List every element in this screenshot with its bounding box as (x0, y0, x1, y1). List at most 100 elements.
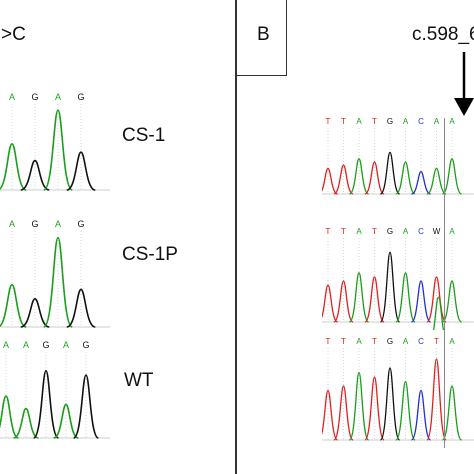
base-call-letter: A (9, 219, 15, 229)
base-call-letter: A (55, 219, 61, 229)
trace-label-wt: WT (124, 370, 154, 391)
base-call-letter: A (356, 337, 362, 346)
peak-T (322, 389, 339, 441)
base-call-letter: G (82, 340, 89, 350)
peak-G (72, 374, 100, 439)
trace-label-cs-1p: CS-1P (122, 244, 178, 265)
peak-C (410, 280, 432, 323)
base-call-letter: G (77, 92, 84, 102)
mutation-arrow (454, 52, 474, 116)
peak-A (0, 142, 27, 191)
peak-T (333, 164, 354, 195)
peak-A (53, 403, 79, 439)
peak-T (364, 161, 385, 195)
panel-a-frame (0, 0, 236, 474)
peak-A (441, 385, 463, 441)
base-call-letter: G (77, 219, 84, 229)
alignment-line (444, 118, 445, 448)
panel-b-frame (236, 0, 474, 474)
peak-A (42, 109, 74, 191)
peak-A (13, 407, 39, 439)
base-call-letter: G (31, 219, 38, 229)
base-call-letter: T (372, 227, 377, 236)
panel-a-title: >C (1, 24, 26, 45)
peak-A (426, 167, 447, 195)
peak-T (333, 385, 354, 441)
peak-G (20, 159, 50, 191)
base-call-letter: A (403, 337, 409, 346)
panel-b-letter-box (236, 0, 287, 76)
base-call-letter: T (341, 117, 346, 126)
peak-A (395, 161, 416, 195)
base-call-letter: G (387, 117, 393, 126)
base-call-letter: A (356, 227, 362, 236)
base-call-letter: A (449, 337, 455, 346)
base-call-letter: T (434, 337, 439, 346)
base-call-letter: T (341, 227, 346, 236)
peak-C (410, 389, 432, 441)
trace-label-cs-1: CS-1 (122, 125, 166, 146)
base-call-letter: T (326, 227, 331, 236)
base-call-letter: A (449, 227, 455, 236)
base-call-letter: C (418, 117, 424, 126)
peak-A (348, 272, 370, 323)
base-call-letter: C (418, 227, 424, 236)
peak-G (379, 251, 401, 323)
peak-G (379, 151, 401, 195)
peak-T (364, 376, 385, 441)
mutation-label: c.598_6 (412, 24, 474, 45)
base-call-letter: T (326, 337, 331, 346)
panel-b-letter: B (257, 24, 270, 45)
base-call-letter: A (403, 117, 409, 126)
peak-G (66, 288, 96, 328)
base-call-letter: W (433, 227, 441, 236)
peak-A (0, 283, 27, 328)
base-call-letter: G (387, 337, 393, 346)
base-call-letter: A (63, 340, 69, 350)
base-call-letter: A (403, 227, 409, 236)
peak-A (441, 280, 463, 323)
base-call-letter: A (3, 340, 9, 350)
peak-G (66, 151, 96, 191)
base-call-letter: T (326, 117, 331, 126)
base-call-letter: T (341, 337, 346, 346)
peak-W (426, 276, 447, 323)
arrow-head (454, 98, 474, 116)
base-call-letter: A (449, 117, 455, 126)
peak-T (322, 284, 339, 323)
base-call-letter: A (23, 340, 29, 350)
base-call-letter: A (356, 117, 362, 126)
base-call-letter: G (31, 92, 38, 102)
peak-A (349, 158, 369, 195)
peak-T (322, 167, 338, 195)
peak-T (426, 358, 447, 441)
peak-A (395, 380, 416, 441)
base-call-letter: A (9, 92, 15, 102)
peak-G (379, 367, 401, 441)
peak-A (348, 371, 370, 441)
peak-T (333, 280, 354, 323)
peak-C (411, 170, 431, 195)
base-call-letter: T (372, 117, 377, 126)
peak-G (20, 297, 50, 328)
peak-G (32, 369, 60, 439)
peak-A (42, 236, 74, 328)
peak-A (395, 272, 416, 323)
base-call-letter: G (42, 340, 49, 350)
base-call-letter: A (55, 92, 61, 102)
peak-secondary (432, 296, 445, 330)
base-call-letter: G (387, 227, 393, 236)
base-call-letter: C (418, 337, 424, 346)
base-call-letter: T (372, 337, 377, 346)
base-call-letter: A (434, 117, 440, 126)
peak-A (0, 395, 19, 439)
peak-A (442, 158, 462, 195)
peak-T (364, 276, 385, 323)
